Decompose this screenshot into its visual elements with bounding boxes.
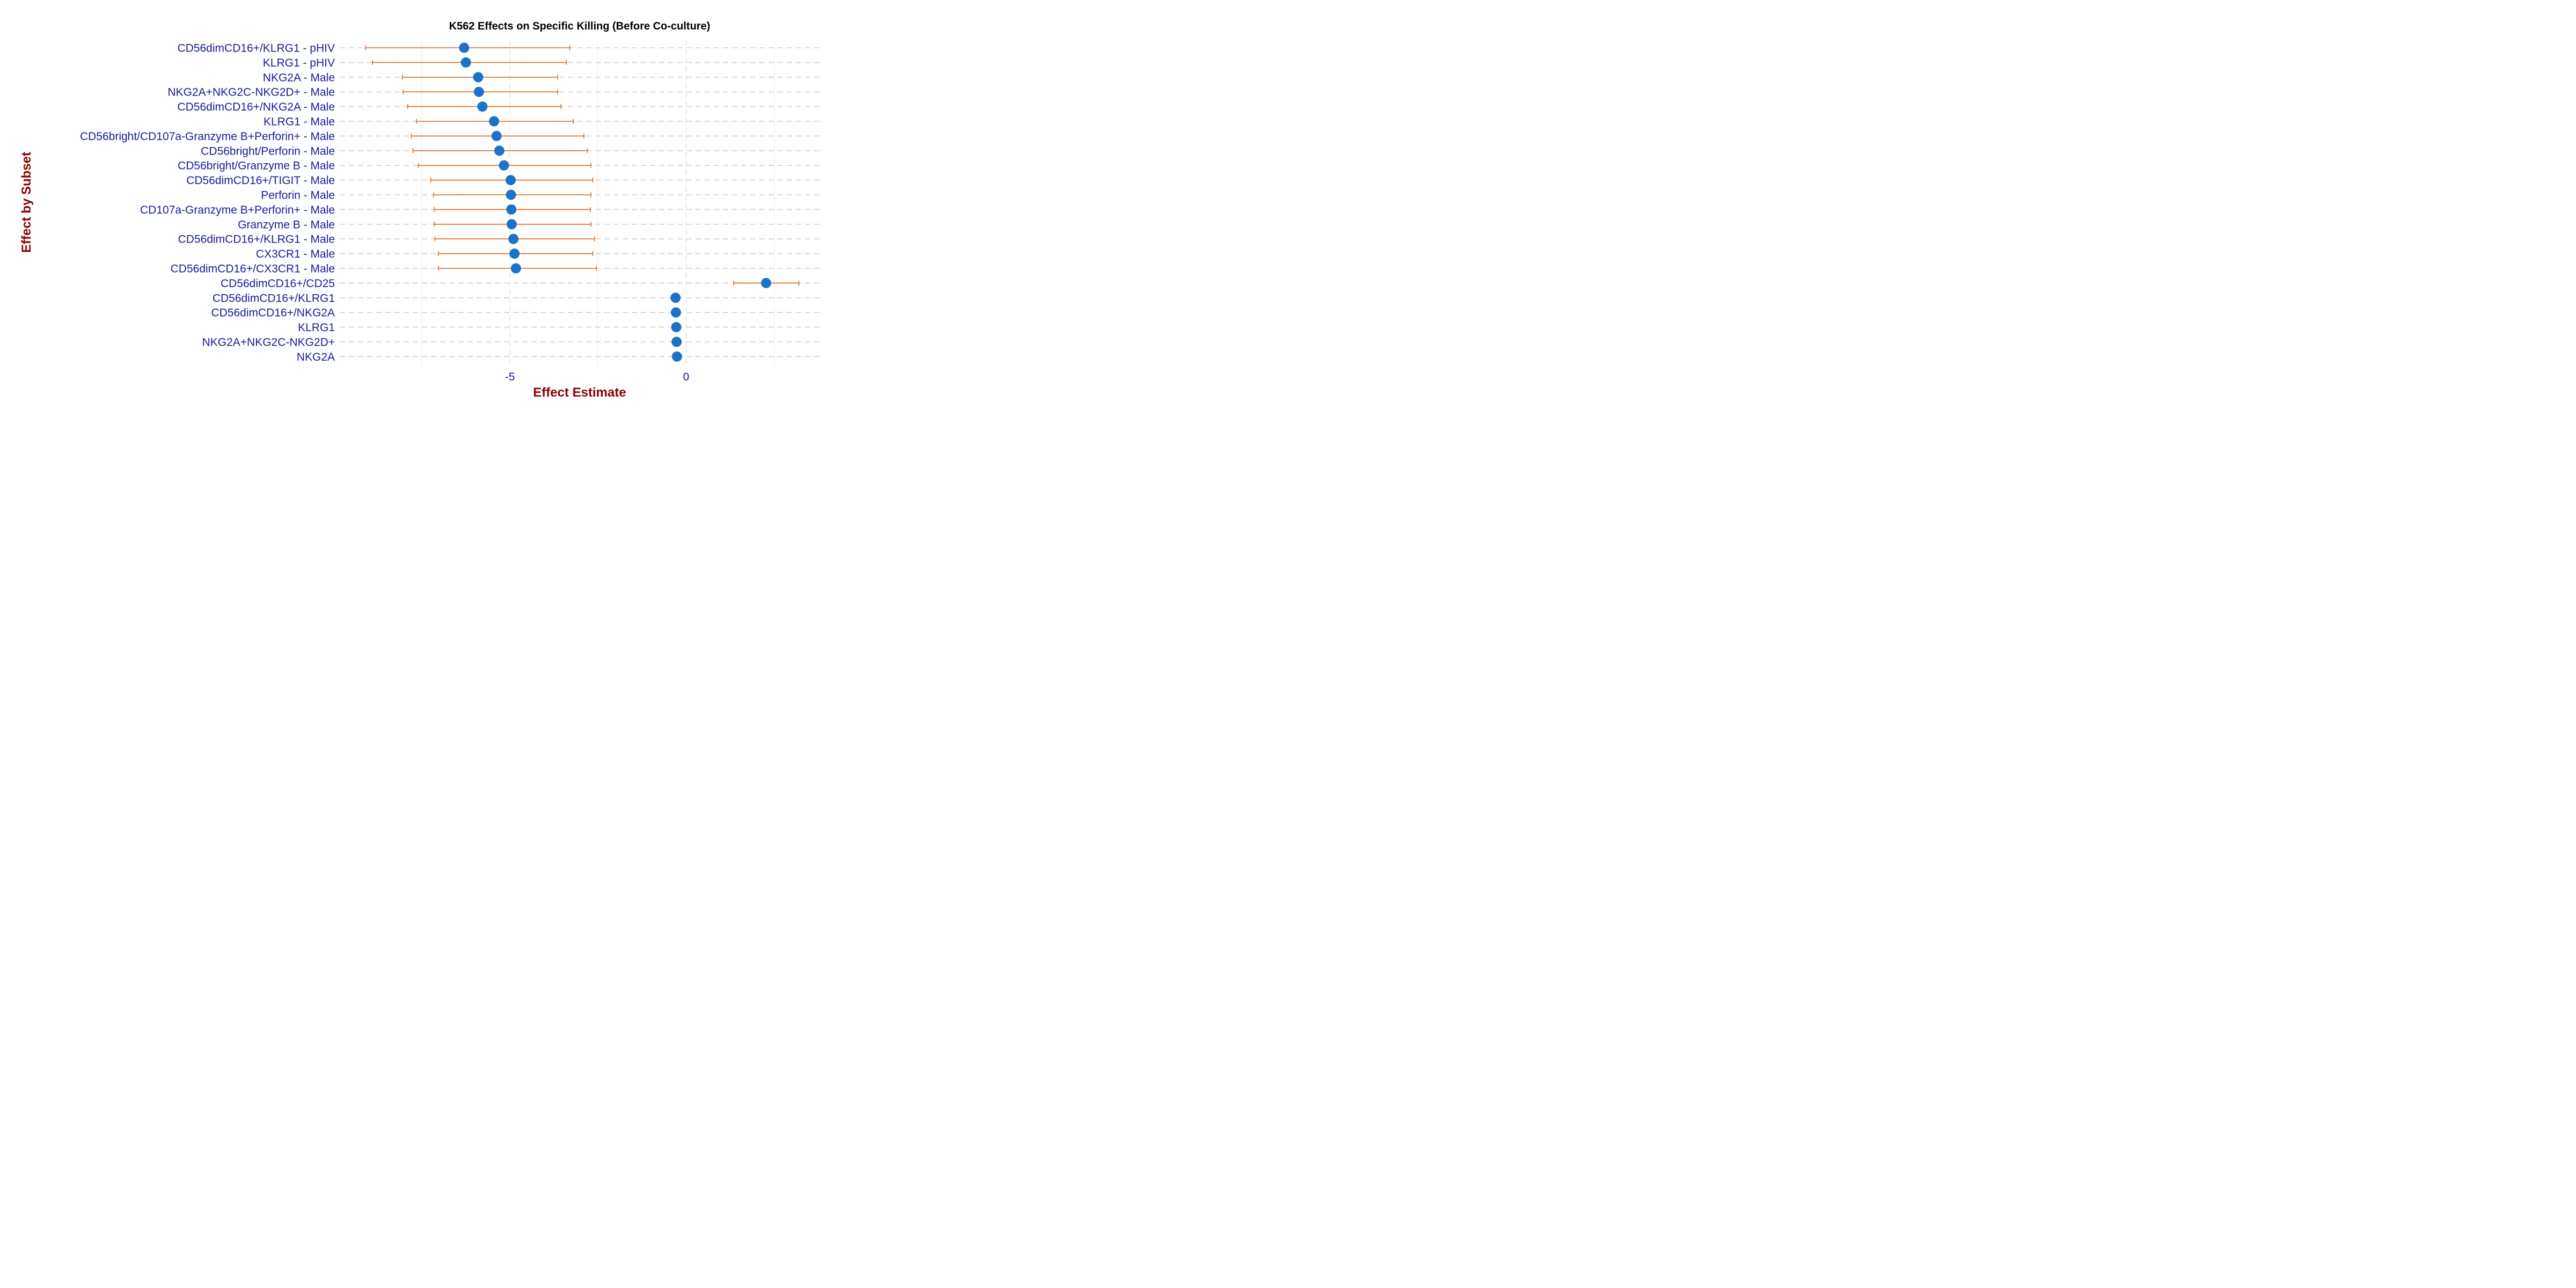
y-tick-label: NKG2A+NKG2C-NKG2D+ - Male [167,86,335,99]
y-tick-label: KLRG1 [298,321,335,334]
y-tick-label: KLRG1 - Male [264,116,335,128]
estimate-point [489,116,500,127]
estimate-point [494,145,504,156]
x-tick-label: 0 [683,371,690,383]
estimate-point [671,351,682,362]
estimate-point [477,101,488,112]
y-tick-label: CD56bright/CD107a-Granzyme B+Perforin+ -… [80,130,335,143]
y-tick-label: CX3CR1 - Male [256,248,335,260]
estimate-point [510,263,521,274]
y-tick-label: CD56dimCD16+/KLRG1 - pHIV [177,42,335,55]
estimate-point [508,233,519,244]
estimate-point [506,219,517,230]
y-tick-label: Perforin - Male [261,189,335,202]
estimate-point [460,57,471,68]
y-tick-label: CD56dimCD16+/KLRG1 [213,292,335,304]
y-tick-label: Granzyme B - Male [238,218,335,231]
x-tick-labels: -5 0 [505,371,690,383]
x-tick-label: -5 [505,371,515,383]
estimate-point [506,189,516,200]
y-tick-label: CD56dimCD16+/NKG2A [211,307,335,319]
estimate-point [473,72,484,83]
y-tick-label: CD56dimCD16+/NKG2A - Male [177,101,335,113]
estimate-point [761,277,772,288]
forest-plot: CD56dimCD16+/KLRG1 - pHIV KLRG1 - pHIV NKG… [19,20,821,400]
y-tick-label: CD107a-Granzyme B+Perforin+ - Male [140,204,335,216]
estimate-point [670,292,681,303]
estimate-point [473,86,484,97]
y-axis-title: Effect by Subset [19,152,34,253]
estimate-point [671,322,682,333]
estimate-point [506,204,517,215]
estimate-point [505,175,516,186]
x-axis-title: Effect Estimate [533,385,626,400]
y-tick-label: CD56dimCD16+/CD25 [221,277,335,290]
estimate-point [499,160,509,171]
y-tick-label: NKG2A - Male [263,71,335,84]
estimate-point [459,42,470,53]
estimate-point [670,307,681,318]
y-tick-label: NKG2A+NKG2C-NKG2D+ [202,336,335,349]
y-tick-labels: CD56dimCD16+/KLRG1 - pHIV KLRG1 - pHIV NKG… [80,42,335,363]
estimate-point [671,336,682,347]
grid-layer [340,41,821,367]
series-layer [365,42,800,362]
estimate-point [509,248,520,259]
y-tick-label: CD56bright/Perforin - Male [201,145,335,157]
y-tick-label: KLRG1 - pHIV [263,57,335,69]
estimate-point [491,130,502,141]
y-tick-label: CD56dimCD16+/KLRG1 - Male [178,233,335,246]
y-tick-label: CD56dimCD16+/TIGIT - Male [186,174,335,187]
chart-title: K562 Effects on Specific Killing (Before… [449,20,711,32]
y-tick-label: NKG2A [297,351,335,363]
y-tick-label: CD56bright/Granzyme B - Male [178,160,335,172]
y-tick-label: CD56dimCD16+/CX3CR1 - Male [171,263,335,275]
